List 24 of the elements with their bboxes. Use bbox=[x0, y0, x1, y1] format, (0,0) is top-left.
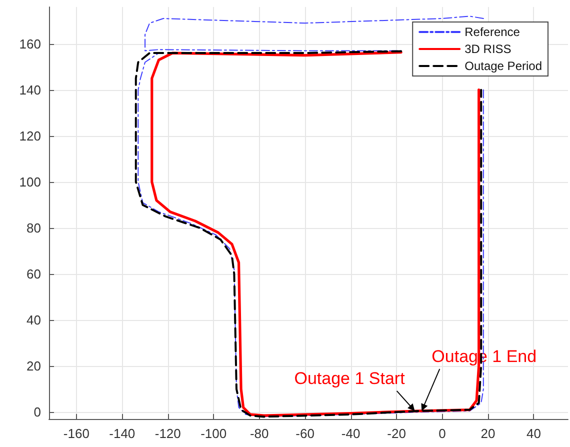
x-tick-label: -80 bbox=[250, 426, 269, 441]
y-tick-label: 60 bbox=[26, 266, 41, 282]
y-tick-label: 80 bbox=[26, 220, 41, 236]
y-tick-label: 0 bbox=[34, 404, 41, 420]
y-tick-label: 120 bbox=[19, 128, 41, 144]
y-tick-label: 20 bbox=[26, 358, 41, 374]
x-tick-label: -140 bbox=[109, 426, 136, 441]
x-tick-label: -60 bbox=[296, 426, 314, 441]
y-tick-label: 140 bbox=[19, 82, 41, 98]
x-tick-label: -20 bbox=[387, 426, 406, 441]
x-tick-label: -120 bbox=[154, 426, 181, 441]
y-tick-label: 40 bbox=[26, 312, 41, 328]
legend-label: Reference bbox=[464, 25, 520, 39]
x-tick-label: 40 bbox=[526, 426, 541, 441]
x-tick-label: 20 bbox=[480, 426, 496, 441]
x-tick-label: -40 bbox=[341, 426, 360, 441]
x-tick-label: 0 bbox=[438, 426, 446, 441]
x-tick-label: -100 bbox=[200, 426, 227, 441]
y-tick-label: 160 bbox=[19, 36, 41, 52]
annotation: Outage 1 Start bbox=[294, 368, 406, 388]
legend-label: Outage Period bbox=[464, 59, 542, 73]
y-tick-label: 100 bbox=[19, 174, 41, 190]
x-tick-label: -160 bbox=[63, 426, 90, 441]
legend-label: 3D RISS bbox=[464, 42, 512, 56]
